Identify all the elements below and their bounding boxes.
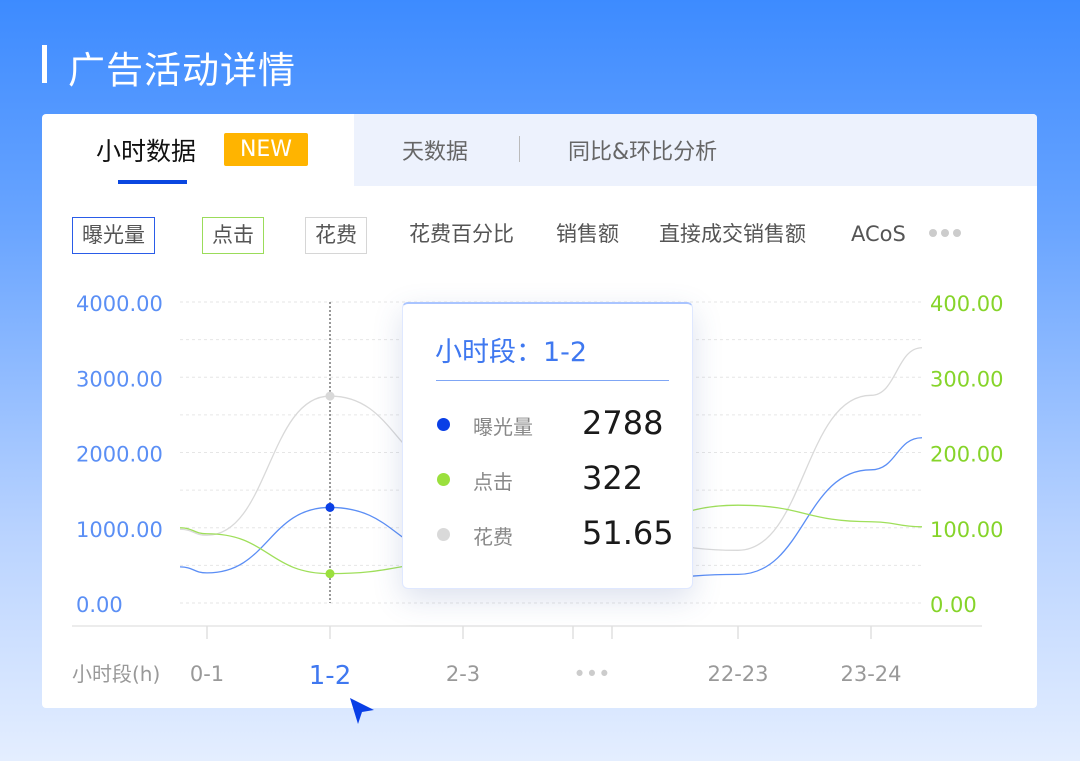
- new-badge: NEW: [224, 133, 308, 166]
- chart-tooltip: 小时段：1-2 曝光量 2788 点击 322 花费 51.65: [402, 302, 693, 589]
- metric-clicks[interactable]: 点击: [202, 217, 264, 254]
- impressions-dot-icon: [437, 418, 450, 431]
- tab-divider: [519, 136, 520, 162]
- mouse-cursor-icon: [350, 698, 374, 724]
- clicks-dot-icon: [437, 473, 450, 486]
- tooltip-value: 322: [582, 459, 644, 497]
- ellipsis-icon[interactable]: [929, 229, 961, 237]
- tooltip-value: 51.65: [582, 514, 674, 552]
- tooltip-row-spend: 花费 51.65: [437, 514, 677, 554]
- y-left-tick-label: 2000.00: [76, 443, 163, 467]
- tooltip-row-clicks: 点击 322: [437, 459, 677, 499]
- highlight-point: [325, 569, 335, 579]
- x-tick-label: 1-2: [309, 661, 351, 691]
- tab-comparison-analysis[interactable]: 同比&环比分析: [568, 140, 718, 165]
- metric-acos[interactable]: ACoS: [851, 222, 906, 246]
- tooltip-label: 点击: [473, 470, 513, 494]
- metric-impressions[interactable]: 曝光量: [72, 217, 155, 254]
- tab-daily-data[interactable]: 天数据: [402, 140, 469, 165]
- tooltip-divider: [436, 380, 669, 381]
- x-tick-label: 0-1: [190, 662, 224, 686]
- metric-direct-sales[interactable]: 直接成交销售额: [659, 222, 806, 246]
- active-tab-indicator: [118, 180, 187, 184]
- tooltip-row-impressions: 曝光量 2788: [437, 404, 677, 444]
- spend-dot-icon: [437, 528, 450, 541]
- x-tick-label: •••: [573, 662, 610, 686]
- tooltip-title: 小时段：1-2: [435, 337, 588, 368]
- x-tick-label: 22-23: [707, 662, 768, 686]
- metric-spend[interactable]: 花费: [305, 217, 367, 254]
- y-right-tick-label: 0.00: [930, 593, 977, 617]
- tab-strip: [354, 114, 1037, 186]
- y-right-tick-label: 300.00: [930, 367, 1003, 391]
- x-axis-title: 小时段(h): [72, 662, 160, 686]
- title-accent-bar: [42, 45, 47, 83]
- page-title: 广告活动详情: [68, 49, 296, 92]
- highlight-point: [325, 391, 335, 401]
- y-left-tick-label: 0.00: [76, 593, 123, 617]
- x-tick-label: 2-3: [446, 662, 480, 686]
- y-left-tick-label: 3000.00: [76, 367, 163, 391]
- x-tick-label: 23-24: [840, 662, 901, 686]
- y-right-tick-label: 400.00: [930, 292, 1003, 316]
- y-left-tick-label: 4000.00: [76, 292, 163, 316]
- highlight-point: [325, 502, 335, 512]
- campaign-detail-card: 小时数据 NEW 天数据 同比&环比分析 曝光量 点击 花费 花费百分比 销售额…: [42, 114, 1037, 708]
- y-left-tick-label: 1000.00: [76, 518, 163, 542]
- metric-sales[interactable]: 销售额: [556, 222, 619, 246]
- tooltip-value: 2788: [582, 404, 664, 442]
- y-right-tick-label: 100.00: [930, 518, 1003, 542]
- tab-hourly-data[interactable]: 小时数据: [96, 137, 197, 166]
- tooltip-label: 花费: [473, 525, 513, 549]
- tooltip-label: 曝光量: [473, 415, 533, 439]
- y-right-tick-label: 200.00: [930, 443, 1003, 467]
- metric-spend-percent[interactable]: 花费百分比: [409, 222, 514, 246]
